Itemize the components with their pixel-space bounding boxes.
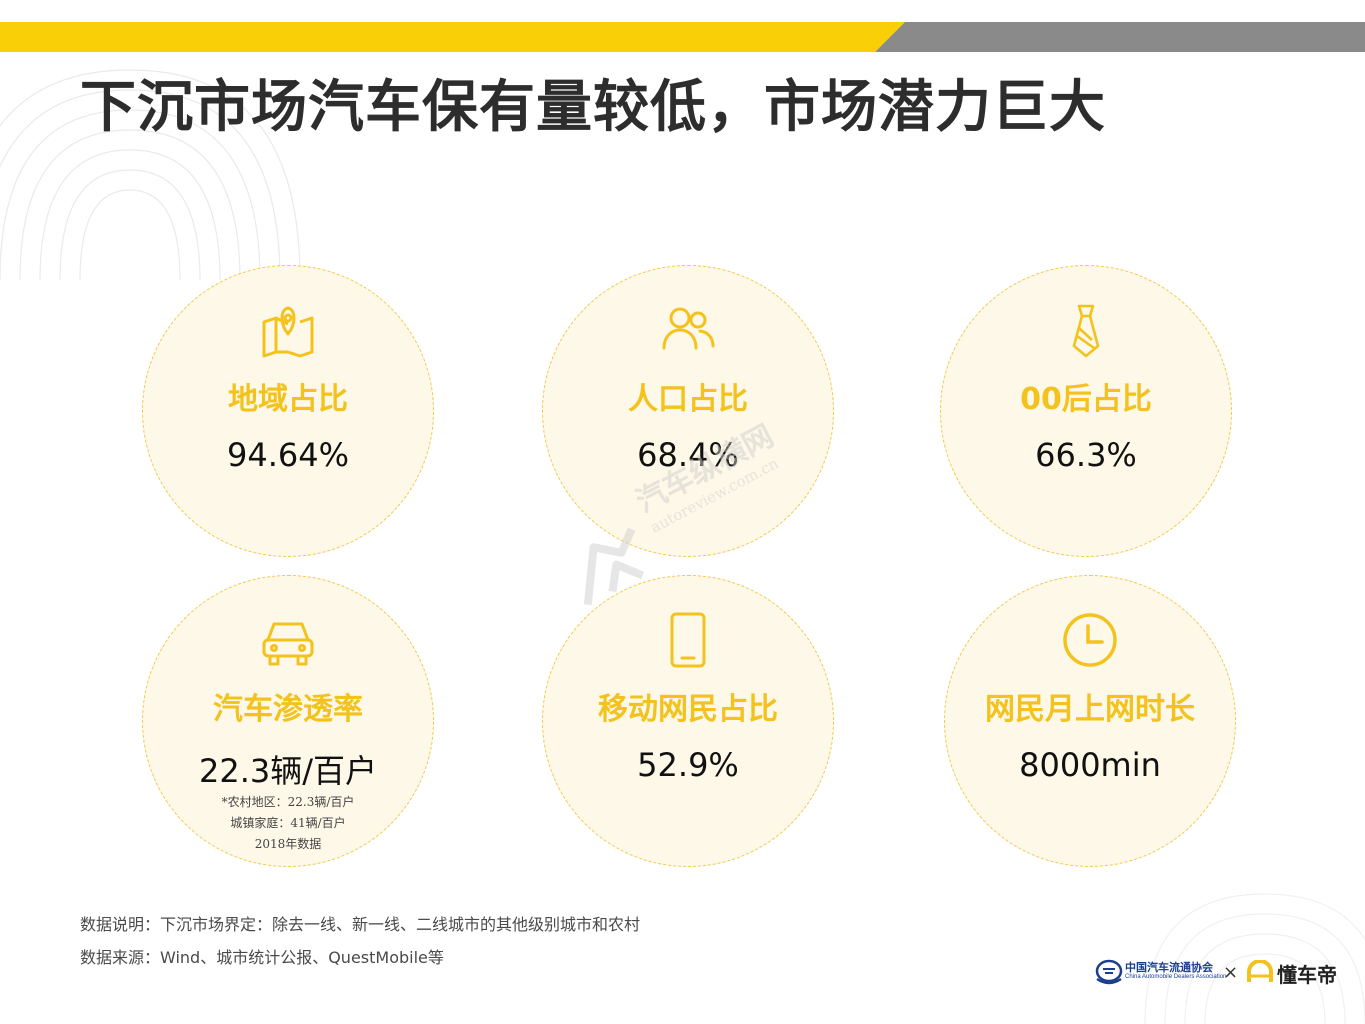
stat-label: 00后占比 [941, 374, 1231, 418]
stat-value: 8000min [945, 746, 1235, 784]
footer-logos: 中国汽车流通协会 China Automobile Dealers Associ… [1095, 955, 1355, 989]
dongchedi-logo: 懂车帝 [1247, 957, 1355, 987]
association-name: 中国汽车流通协会 [1125, 959, 1213, 975]
mobile-phone-icon [660, 612, 716, 668]
stat-card-car-penetration: 汽车渗透率 22.3辆/百户 *农村地区：22.3辆/百户 城镇家庭：41辆/百… [142, 575, 434, 867]
map-pin-icon [260, 302, 316, 358]
stat-card-online-time: 网民月上网时长 8000min [944, 575, 1236, 867]
stat-card-gen00: 00后占比 66.3% [940, 265, 1232, 557]
association-emblem-icon [1095, 957, 1123, 987]
stat-value: 52.9% [543, 746, 833, 784]
partner-name: 懂车帝 [1277, 959, 1337, 988]
stat-value: 66.3% [941, 436, 1231, 474]
dongchedi-emblem-icon [1247, 960, 1273, 986]
clock-icon [1062, 612, 1118, 668]
logo-separator: × [1223, 962, 1238, 983]
stat-card-region: 地域占比 94.64% [142, 265, 434, 557]
note-line: 2018年数据 [143, 834, 433, 855]
association-name-en: China Automobile Dealers Association [1125, 974, 1226, 980]
stat-label: 汽车渗透率 [143, 684, 433, 728]
stat-note: *农村地区：22.3辆/百户 城镇家庭：41辆/百户 2018年数据 [143, 792, 433, 855]
car-icon [260, 612, 316, 668]
stat-label: 网民月上网时长 [945, 684, 1235, 728]
page-title: 下沉市场汽车保有量较低，市场潜力巨大 [80, 62, 1106, 143]
stat-value: 94.64% [143, 436, 433, 474]
stat-value: 22.3辆/百户 [143, 746, 433, 792]
association-logo: 中国汽车流通协会 China Automobile Dealers Associ… [1095, 955, 1213, 989]
stat-label: 移动网民占比 [543, 684, 833, 728]
stat-label: 地域占比 [143, 374, 433, 418]
decorative-rings-bottom [1105, 874, 1365, 1024]
tie-icon [1058, 302, 1114, 358]
note-line: 城镇家庭：41辆/百户 [143, 813, 433, 834]
data-source: 数据来源：Wind、城市统计公报、QuestMobile等 [80, 944, 444, 968]
people-icon [660, 302, 716, 358]
data-description: 数据说明：下沉市场界定：除去一线、新一线、二线城市的其他级别城市和农村 [80, 911, 640, 935]
note-line: *农村地区：22.3辆/百户 [143, 792, 433, 813]
